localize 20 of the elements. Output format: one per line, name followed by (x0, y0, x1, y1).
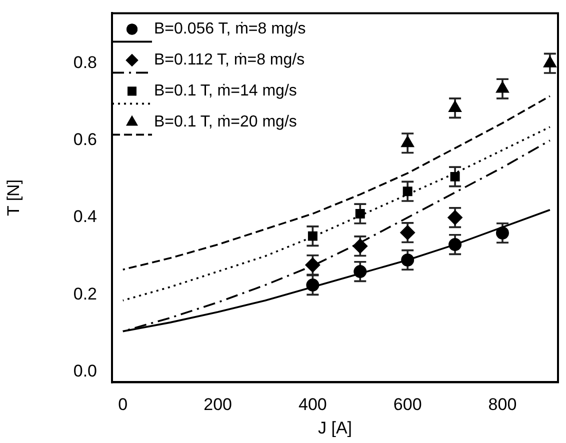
legend-label: B=0.1 T, ṁ=14 mg/s (154, 82, 297, 100)
y-tick-label: 0.6 (73, 130, 97, 150)
legend-label: B=0.1 T, ṁ=20 mg/s (154, 114, 297, 131)
point (448, 100, 462, 112)
point (401, 136, 414, 148)
x-tick-label: 200 (204, 395, 232, 414)
y-tick-label: 0.8 (73, 53, 97, 72)
x-tick-label: 0 (118, 395, 128, 414)
x-tick-label: 400 (298, 395, 327, 414)
point (543, 56, 556, 68)
y-tick-label: 0.4 (73, 207, 97, 226)
legend-label: B=0.112 T, ṁ=8 mg/s (154, 52, 305, 69)
y-axis-title: T [N] (4, 179, 23, 216)
y-tick-label: 0.0 (73, 361, 97, 380)
x-tick-label: 800 (488, 395, 517, 414)
point (496, 81, 510, 93)
x-tick-label: 600 (393, 395, 422, 414)
y-tick-label: 0.2 (73, 284, 97, 304)
x-axis-title: J [A] (318, 418, 352, 438)
legend-label: B=0.056 T, ṁ=8 mg/s (154, 20, 306, 38)
